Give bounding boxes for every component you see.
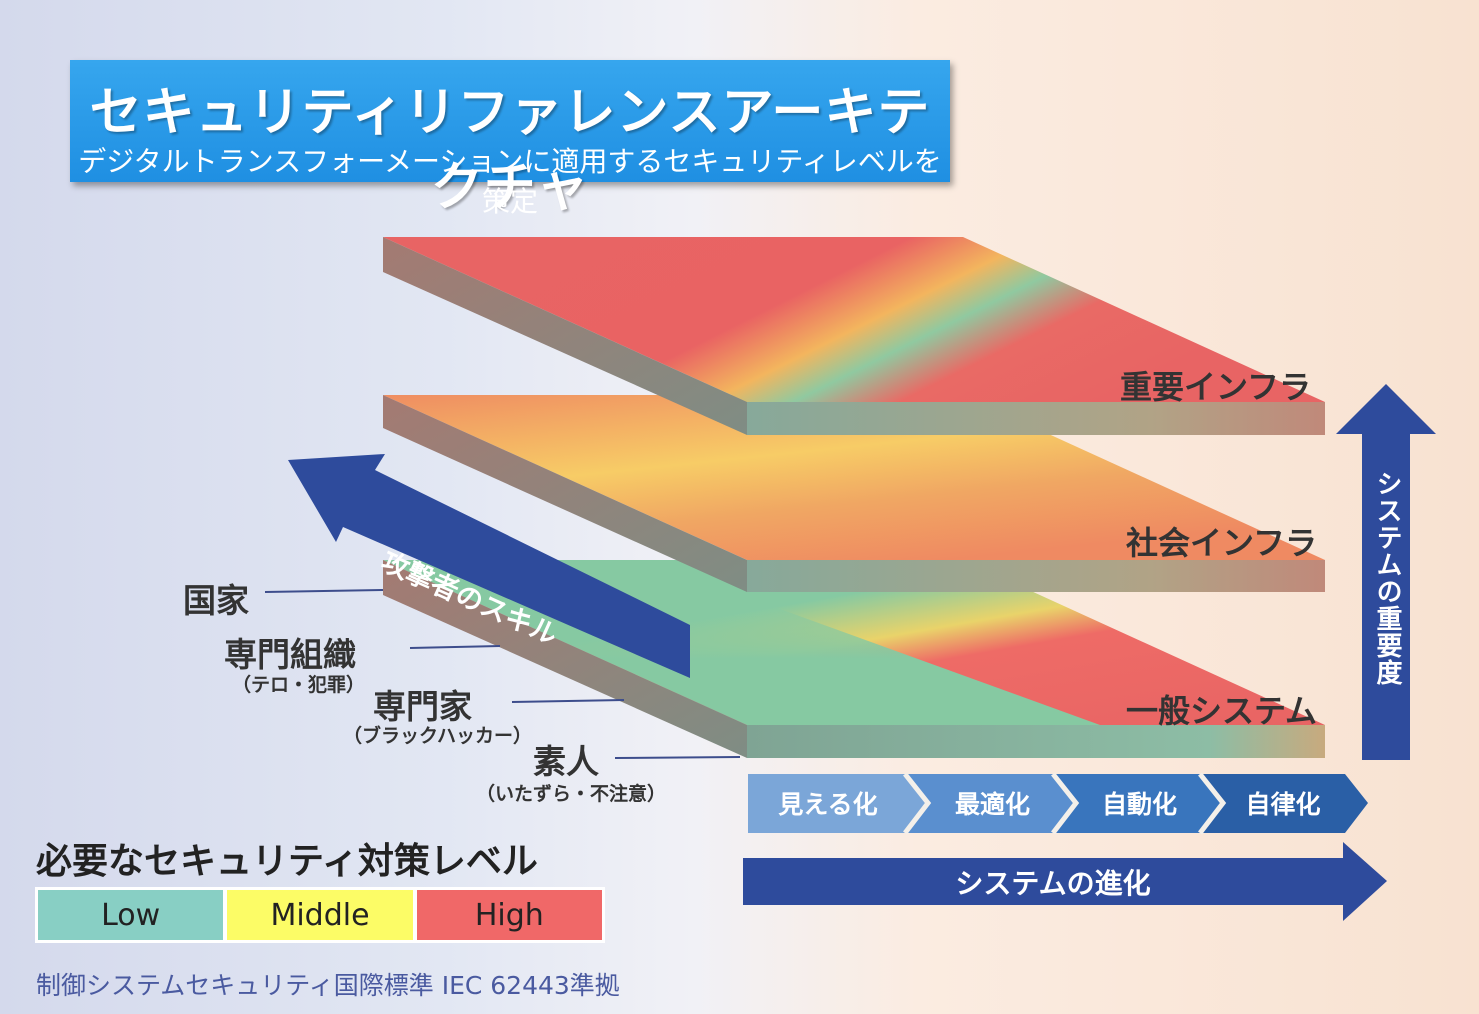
attacker-level-state: 国家 bbox=[183, 581, 249, 620]
attacker-skill-arrow bbox=[288, 454, 690, 678]
legend-high: High bbox=[416, 890, 602, 940]
importance-label: システムの重要度 bbox=[1372, 470, 1402, 686]
layer-social-infra bbox=[383, 395, 1325, 592]
layer-label-social-infra: 社会インフラ bbox=[1126, 524, 1318, 562]
attacker-level-amateur-note: （いたずら・不注意） bbox=[476, 783, 667, 805]
title-banner: セキュリティリファレンスアーキテクチャ デジタルトランスフォーメーションに適用す… bbox=[70, 60, 950, 218]
stage-automate: 自動化 bbox=[1101, 790, 1177, 819]
stage-visualize: 見える化 bbox=[778, 790, 878, 819]
attacker-level-lines bbox=[264, 589, 741, 759]
page-subtitle: デジタルトランスフォーメーションに適用するセキュリティレベルを策定 bbox=[78, 145, 942, 218]
evolution-stages bbox=[748, 772, 1368, 835]
importance-arrow bbox=[1336, 384, 1436, 760]
footnote: 制御システムセキュリティ国際標準 IEC 62443準拠 bbox=[36, 971, 620, 1000]
evolution-arrow bbox=[743, 842, 1387, 921]
attacker-level-professional-org: 専門組織 bbox=[224, 635, 356, 674]
legend: Low Middle High bbox=[35, 887, 605, 943]
stage-optimize: 最適化 bbox=[954, 790, 1030, 819]
page-title: セキュリティリファレンスアーキテクチャ bbox=[89, 83, 931, 218]
attacker-level-expert-note: （ブラックハッカー） bbox=[343, 725, 533, 747]
attacker-level-amateur: 素人 bbox=[533, 742, 599, 781]
attacker-level-expert: 専門家 bbox=[373, 687, 472, 726]
layer-label-critical-infra: 重要インフラ bbox=[1120, 368, 1312, 406]
attacker-level-professional-org-note: （テロ・犯罪） bbox=[232, 674, 366, 696]
layer-critical-infra bbox=[383, 237, 1325, 435]
legend-title: 必要なセキュリティ対策レベル bbox=[36, 841, 538, 882]
stage-autonomous: 自律化 bbox=[1245, 790, 1321, 819]
layer-label-general-system: 一般システム bbox=[1126, 692, 1318, 730]
legend-middle: Middle bbox=[227, 890, 413, 940]
legend-low: Low bbox=[38, 890, 224, 940]
evolution-label: システムの進化 bbox=[955, 867, 1151, 900]
